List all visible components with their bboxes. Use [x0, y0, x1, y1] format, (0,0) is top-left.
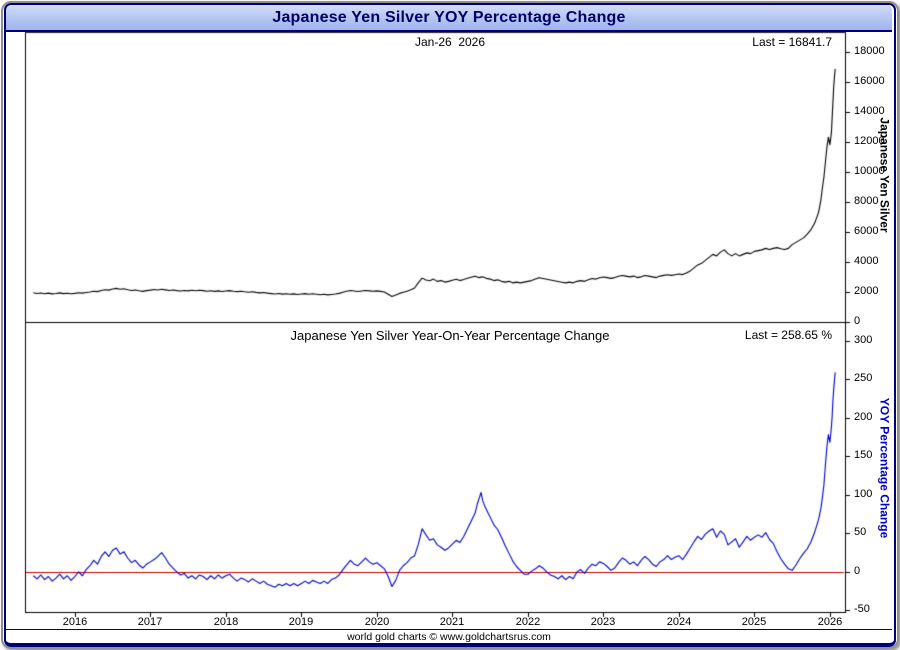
- x-tick-label: 2021: [439, 616, 465, 628]
- top-panel-date-label: Jan-26 2026: [414, 35, 486, 49]
- x-tick-label: 2016: [62, 616, 88, 628]
- x-tick-label: 2020: [364, 616, 390, 628]
- x-tick-label: 2023: [590, 616, 616, 628]
- x-tick-label: 2018: [213, 616, 239, 628]
- chart-title-bar: Japanese Yen Silver YOY Percentage Chang…: [6, 5, 892, 32]
- y-tick-label: 12000: [854, 135, 885, 147]
- footer-credit-bar: world gold charts © www.goldchartsrus.co…: [6, 629, 892, 643]
- x-tick-label: 2026: [817, 616, 843, 628]
- y-tick-label: 150: [854, 449, 873, 461]
- y-tick-label: 14000: [854, 105, 885, 117]
- y-tick-label: -50: [854, 603, 870, 615]
- y-tick-label: 200: [854, 411, 873, 423]
- y-tick-label: 4000: [854, 255, 879, 267]
- y-tick-label: 2000: [854, 285, 879, 297]
- y-tick-label: 250: [854, 372, 873, 384]
- x-tick-label: 2019: [288, 616, 314, 628]
- y-tick-label: 100: [854, 488, 873, 500]
- x-tick-label: 2022: [515, 616, 541, 628]
- footer-credit: world gold charts © www.goldchartsrus.co…: [347, 630, 551, 643]
- page-title: Japanese Yen Silver YOY Percentage Chang…: [272, 8, 626, 26]
- yoy-last-value-label: Last = 258.65 %: [744, 328, 832, 342]
- y-tick-label: 50: [854, 526, 867, 538]
- y-tick-label: 8000: [854, 195, 879, 207]
- x-tick-label: 2017: [137, 616, 163, 628]
- x-tick-label: 2025: [741, 616, 767, 628]
- y-tick-label: 0: [854, 565, 861, 577]
- x-tick-label: 2024: [666, 616, 692, 628]
- y-tick-label: 6000: [854, 225, 879, 237]
- price-last-value-label: Last = 16841.7: [752, 35, 832, 49]
- yoy-panel-title: Japanese Yen Silver Year-On-Year Percent…: [290, 328, 610, 343]
- y-tick-label: 10000: [854, 165, 885, 177]
- y-tick-label: 0: [854, 315, 861, 327]
- y-tick-label: 300: [854, 334, 873, 346]
- y-tick-label: 18000: [854, 45, 885, 57]
- y-tick-label: 16000: [854, 75, 885, 87]
- yoy-axis-title: YOY Percentage Change: [877, 397, 892, 539]
